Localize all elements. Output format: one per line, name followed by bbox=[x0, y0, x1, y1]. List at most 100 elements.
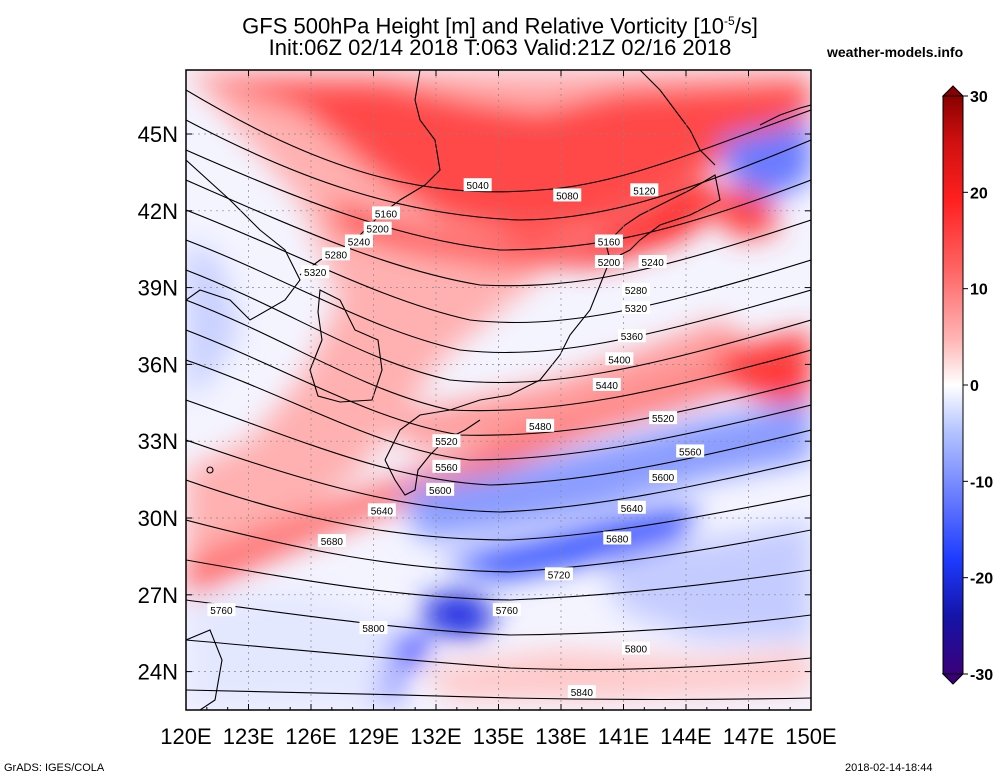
contour-label: 5720 bbox=[544, 567, 573, 581]
contour-label: 5240 bbox=[638, 255, 667, 269]
contour-label-text: 5600 bbox=[429, 486, 452, 497]
lon-tick-label: 150E bbox=[785, 724, 836, 749]
contour-label-text: 5560 bbox=[435, 463, 458, 474]
chart-title-line1: GFS 500hPa Height [m] and Relative Vorti… bbox=[150, 8, 850, 39]
contour-label: 5760 bbox=[207, 603, 236, 617]
lon-tick-label: 120E bbox=[160, 724, 211, 749]
lat-tick-label: 33N bbox=[138, 429, 178, 454]
lat-tick-label: 24N bbox=[138, 660, 178, 685]
contour-label-text: 5120 bbox=[633, 186, 656, 197]
contour-label-text: 5600 bbox=[652, 473, 675, 484]
colorbar: 30 20 10 0 -10 -20 -30 bbox=[941, 85, 993, 685]
contour-label: 5320 bbox=[301, 265, 330, 279]
contour-label: 5560 bbox=[676, 444, 705, 458]
colorbar-tick-label: 30 bbox=[970, 89, 988, 106]
contour-label: 5680 bbox=[603, 531, 632, 545]
contour-label: 5520 bbox=[432, 434, 461, 448]
lat-tick-label: 39N bbox=[138, 276, 178, 301]
footer-software: GrADS: IGES/COLA bbox=[4, 762, 105, 774]
footer-timestamp: 2018-02-14-18:44 bbox=[845, 762, 933, 774]
contour-label-text: 5680 bbox=[606, 534, 629, 545]
contour-label: 5080 bbox=[553, 188, 582, 202]
title-superscript: -5 bbox=[723, 14, 735, 28]
contour-label: 5800 bbox=[622, 641, 650, 656]
contour-label: 5640 bbox=[617, 500, 646, 515]
colorbar-tick-label: 20 bbox=[970, 185, 988, 202]
contour-label: 5840 bbox=[567, 685, 596, 699]
contour-label-text: 5560 bbox=[679, 447, 702, 458]
contour-label-text: 5280 bbox=[325, 250, 348, 261]
contour-label-text: 5160 bbox=[598, 238, 621, 249]
contour-label-text: 5440 bbox=[596, 381, 619, 392]
lon-tick-label: 138E bbox=[535, 724, 586, 749]
contour-label-text: 5480 bbox=[529, 422, 552, 433]
contour-label: 5760 bbox=[492, 603, 521, 617]
chart-title-line2: Init:06Z 02/14 2018 T:063 Valid:21Z 02/1… bbox=[268, 35, 732, 60]
height-contours bbox=[186, 89, 811, 701]
colorbar-scale bbox=[942, 95, 964, 675]
title-prefix: GFS 500hPa Height [m] and Relative Vorti… bbox=[242, 13, 724, 39]
contour-label: 5360 bbox=[617, 329, 646, 343]
contour-label: 5160 bbox=[372, 206, 400, 220]
contour-label-text: 5520 bbox=[652, 414, 675, 425]
lon-tick-label: 147E bbox=[723, 724, 774, 749]
contour-label: 5280 bbox=[622, 283, 650, 297]
contour-label-text: 5200 bbox=[367, 225, 390, 236]
contour-label-text: 5240 bbox=[642, 258, 665, 269]
lon-tick-label: 141E bbox=[598, 724, 649, 749]
title-suffix: /s] bbox=[734, 13, 758, 39]
colorbar-tick-label: -10 bbox=[970, 474, 993, 491]
contour-label-text: 5640 bbox=[621, 504, 644, 515]
contour-label-text: 5160 bbox=[375, 209, 398, 220]
contour-label-text: 5680 bbox=[321, 537, 344, 548]
contour-label-text: 5800 bbox=[362, 624, 385, 635]
contour-label-text: 5640 bbox=[371, 506, 394, 517]
contour-label: 5400 bbox=[605, 352, 634, 366]
contour-label-text: 5520 bbox=[435, 437, 458, 448]
contour-label-text: 5200 bbox=[598, 258, 621, 269]
lon-tick-label: 132E bbox=[410, 724, 461, 749]
contour-label: 5600 bbox=[649, 470, 678, 484]
contour-label-text: 5360 bbox=[621, 332, 644, 343]
contour-label-text: 5760 bbox=[496, 606, 519, 617]
contour-label-text: 5280 bbox=[625, 286, 648, 297]
contour-label: 5560 bbox=[432, 459, 461, 474]
contour-label: 5200 bbox=[363, 221, 392, 236]
lon-tick-label: 135E bbox=[473, 724, 524, 749]
lat-tick-label: 45N bbox=[138, 122, 178, 147]
lon-tick-label: 144E bbox=[660, 724, 711, 749]
contour-label: 5600 bbox=[426, 482, 455, 497]
contour-label: 5200 bbox=[594, 255, 623, 269]
grid-lines bbox=[186, 70, 811, 710]
contour-label-text: 5400 bbox=[608, 355, 631, 366]
contour-label-text: 5040 bbox=[467, 181, 490, 192]
axis-ticks: 120E 123E 126E 129E 132E 135E 138E 141E 144E 147E… bbox=[138, 70, 837, 749]
contour-label-text: 5320 bbox=[304, 268, 327, 279]
contour-label: 5120 bbox=[630, 183, 659, 197]
contour-label-text: 5080 bbox=[556, 191, 579, 202]
lat-tick-label: 30N bbox=[138, 506, 178, 531]
colorbar-tick-label: 0 bbox=[970, 378, 979, 395]
lat-tick-label: 36N bbox=[138, 352, 178, 377]
contour-label: 5680 bbox=[317, 534, 346, 548]
site-credit: weather-models.info bbox=[827, 44, 964, 60]
contour-label-text: 5800 bbox=[625, 645, 648, 656]
contour-label: 5240 bbox=[344, 234, 373, 249]
contour-label-text: 5240 bbox=[348, 238, 371, 249]
contour-label: 5800 bbox=[359, 621, 388, 635]
colorbar-labels: 30 20 10 0 -10 -20 -30 bbox=[963, 89, 993, 684]
contour-label: 5520 bbox=[649, 411, 678, 425]
contour-label: 5280 bbox=[322, 247, 350, 261]
colorbar-tick-label: 10 bbox=[970, 282, 988, 299]
contour-label: 5480 bbox=[526, 418, 555, 433]
lon-tick-label: 123E bbox=[223, 724, 274, 749]
lat-tick-label: 27N bbox=[138, 583, 178, 608]
lon-tick-label: 126E bbox=[285, 724, 336, 749]
lat-tick-label: 42N bbox=[138, 199, 178, 224]
contour-label: 5320 bbox=[622, 301, 650, 315]
lon-tick-label: 129E bbox=[348, 724, 399, 749]
contour-label: 5160 bbox=[594, 234, 623, 249]
contour-label-text: 5760 bbox=[210, 606, 233, 617]
